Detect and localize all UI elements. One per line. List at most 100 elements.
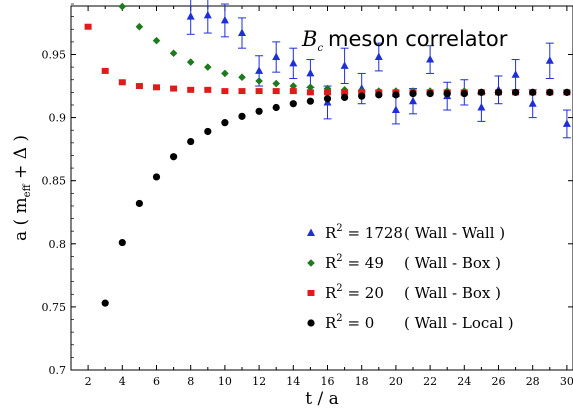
data-point xyxy=(392,91,400,99)
data-point xyxy=(135,83,143,90)
data-point xyxy=(426,90,434,98)
x-tick-label: 30 xyxy=(560,375,573,388)
legend-label: R2 = 49 xyxy=(325,253,384,272)
legend-desc: ( Wall - Local ) xyxy=(404,314,514,332)
x-tick-label: 26 xyxy=(492,375,506,388)
data-point xyxy=(169,49,178,58)
legend-marker xyxy=(307,228,315,236)
data-point xyxy=(323,95,332,103)
legend-entry: R2 = 0 ( Wall - Local ) xyxy=(307,313,514,332)
data-point xyxy=(341,93,349,102)
data-point xyxy=(170,85,178,92)
y-tick-label: 0.95 xyxy=(42,49,67,62)
data-point xyxy=(152,36,161,45)
y-tick-label: 0.75 xyxy=(42,301,67,314)
legend-entry: R2 = 49 ( Wall - Box ) xyxy=(307,253,501,272)
x-tick-label: 6 xyxy=(153,375,160,388)
x-axis: 2 4 6 8 10 12 14 16 18 20 22 24 26 28 30 xyxy=(85,6,573,388)
x-tick-label: 12 xyxy=(252,375,266,388)
data-point xyxy=(186,58,195,66)
data-point xyxy=(152,173,161,181)
data-point xyxy=(255,88,263,95)
legend-label: R2 = 20 xyxy=(325,283,384,302)
legend-label: R2 = 1728 xyxy=(325,223,403,242)
data-point xyxy=(255,66,264,74)
plot-frame xyxy=(70,5,573,371)
data-point xyxy=(204,127,212,136)
data-point xyxy=(306,97,314,105)
y-axis-label: a ( meff + Δ ) xyxy=(11,135,33,241)
legend-desc: ( Wall - Box ) xyxy=(404,284,501,302)
x-axis-label: t / a xyxy=(305,389,339,409)
x-tick-label: 8 xyxy=(187,375,194,388)
data-point xyxy=(238,88,246,95)
legend-marker xyxy=(307,319,315,327)
data-point xyxy=(409,96,417,105)
data-point xyxy=(221,69,229,78)
data-point xyxy=(221,119,229,127)
data-point xyxy=(238,112,246,120)
data-point xyxy=(135,199,143,208)
x-tick-label: 28 xyxy=(526,375,540,388)
data-point xyxy=(135,22,144,31)
data-point xyxy=(494,88,503,96)
data-point xyxy=(409,90,417,98)
legend-desc: ( Wall - Box ) xyxy=(404,254,501,272)
data-point xyxy=(101,299,109,307)
data-point xyxy=(238,73,246,82)
data-point xyxy=(375,91,383,99)
x-tick-label: 24 xyxy=(457,375,471,388)
data-point xyxy=(255,77,263,85)
legend-marker xyxy=(307,259,315,267)
x-tick-label: 2 xyxy=(85,375,92,388)
data-point xyxy=(289,100,297,108)
data-point xyxy=(391,105,400,114)
data-point xyxy=(220,15,229,24)
data-point xyxy=(204,86,212,93)
data-point xyxy=(460,90,468,98)
data-point xyxy=(563,88,571,96)
legend: R2 = 1728( Wall - Wall ) R2 = 49 ( Wall - … xyxy=(307,223,514,332)
data-point xyxy=(511,88,520,96)
y-tick-label: 0.7 xyxy=(49,364,67,377)
chart-title: Bc meson correlator xyxy=(301,27,508,54)
data-point xyxy=(374,52,383,61)
data-point xyxy=(477,103,486,111)
x-tick-label: 18 xyxy=(355,375,369,388)
data-point xyxy=(528,99,537,107)
x-tick-label: 20 xyxy=(389,375,403,388)
x-tick-label: 16 xyxy=(321,375,335,388)
data-point xyxy=(221,88,229,95)
data-point xyxy=(84,23,92,30)
data-point xyxy=(358,89,366,96)
data-point xyxy=(255,107,263,115)
data-point xyxy=(289,82,298,90)
data-point xyxy=(186,12,195,20)
y-axis: 0.70.750.80.850.90.9511.05 xyxy=(42,3,573,377)
y-tick-label: 0.85 xyxy=(42,175,67,188)
data-point xyxy=(358,92,366,100)
legend-desc: ( Wall - Wall ) xyxy=(404,224,505,242)
x-tick-label: 4 xyxy=(119,375,126,388)
data-point xyxy=(118,79,126,86)
data-point xyxy=(187,86,195,93)
data-point xyxy=(340,61,349,69)
data-point xyxy=(272,103,280,112)
data-point xyxy=(562,119,571,127)
data-point xyxy=(324,89,331,96)
data-point xyxy=(272,52,281,61)
y-tick-label: 0.8 xyxy=(49,238,67,251)
data-point xyxy=(153,84,160,91)
data-point xyxy=(118,238,126,247)
data-point xyxy=(118,2,127,11)
data-point xyxy=(289,88,297,95)
legend-entry: R2 = 20 ( Wall - Box ) xyxy=(307,283,501,302)
data-point xyxy=(426,55,435,63)
data-point xyxy=(204,63,212,71)
legend-label: R2 = 0 xyxy=(325,313,374,332)
data-point xyxy=(546,88,554,96)
series-0 xyxy=(186,0,571,139)
data-point xyxy=(170,153,178,161)
data-point xyxy=(289,58,298,67)
